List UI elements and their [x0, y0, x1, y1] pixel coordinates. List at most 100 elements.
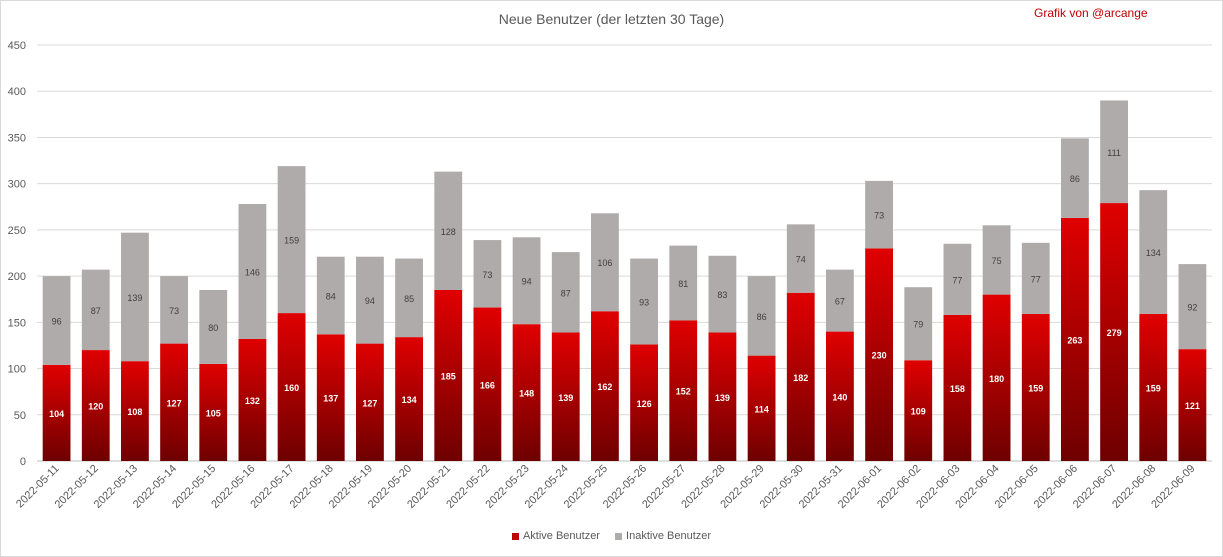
legend-label-active: Aktive Benutzer: [522, 530, 600, 542]
y-tick-label: 50: [14, 410, 26, 422]
bar-inactive: [121, 232, 149, 362]
data-label-active: 279: [1107, 328, 1122, 338]
bar-active: [1139, 314, 1168, 461]
bar-inactive: [1061, 138, 1089, 218]
data-label-inactive: 86: [757, 312, 767, 322]
data-label-inactive: 77: [1031, 274, 1041, 284]
data-label-active: 159: [1146, 384, 1161, 394]
data-label-inactive: 75: [992, 256, 1002, 266]
bar-inactive: [943, 243, 972, 315]
data-label-inactive: 73: [169, 306, 179, 316]
bar-active: [238, 338, 267, 461]
legend-item-inactive: Inaktive Benutzer: [615, 530, 711, 542]
bar-inactive: [512, 237, 541, 325]
data-label-inactive: 134: [1146, 248, 1161, 258]
data-label-active: 108: [127, 407, 142, 417]
y-tick-label: 250: [8, 225, 26, 237]
data-label-active: 166: [480, 380, 495, 390]
data-label-active: 104: [49, 409, 64, 419]
data-label-inactive: 80: [208, 323, 218, 333]
data-label-active: 114: [754, 404, 769, 414]
bar-inactive: [669, 245, 698, 321]
bar-active: [277, 313, 306, 461]
bar-inactive: [395, 258, 423, 338]
bar-active: [943, 314, 972, 461]
data-label-active: 152: [676, 387, 691, 397]
data-label-active: 263: [1067, 335, 1082, 345]
data-label-inactive: 77: [952, 275, 962, 285]
data-label-active: 158: [950, 384, 965, 394]
bar-inactive: [434, 171, 463, 290]
y-tick-label: 400: [8, 86, 26, 98]
data-label-inactive: 73: [874, 211, 884, 221]
bar-active: [1021, 314, 1050, 461]
bar-inactive: [982, 225, 1011, 295]
data-label-inactive: 128: [441, 227, 456, 237]
data-label-inactive: 159: [284, 236, 299, 246]
data-label-inactive: 106: [597, 258, 612, 268]
data-label-active: 120: [88, 402, 103, 412]
bar-active: [434, 289, 463, 461]
bar-active: [316, 334, 345, 461]
data-label-inactive: 94: [365, 296, 375, 306]
bar-active: [747, 355, 776, 461]
data-label-inactive: 73: [482, 270, 492, 280]
y-tick-label: 150: [8, 317, 26, 329]
bar-active: [826, 331, 854, 461]
y-tick-label: 350: [8, 132, 26, 144]
data-label-inactive: 87: [561, 288, 571, 298]
data-label-active: 137: [323, 394, 338, 404]
legend-label-inactive: Inaktive Benutzer: [626, 530, 712, 542]
x-axis: 2022-05-112022-05-122022-05-132022-05-14…: [14, 463, 1198, 511]
data-label-inactive: 74: [796, 255, 806, 265]
bar-inactive: [904, 287, 933, 361]
bar-inactive: [1100, 100, 1128, 204]
bar-inactive: [708, 255, 737, 333]
bar-inactive: [551, 252, 580, 333]
chart-title: Neue Benutzer (der letzten 30 Tage): [498, 11, 725, 27]
data-label-active: 160: [284, 383, 299, 393]
gridlines: [37, 44, 1212, 462]
bar-active: [591, 311, 619, 461]
bar-inactive: [199, 289, 228, 364]
bar-inactive: [277, 166, 306, 314]
bar-active: [121, 361, 149, 461]
bar-active: [160, 343, 188, 461]
data-label-inactive: 67: [835, 297, 845, 307]
legend-swatch-active: [511, 532, 519, 540]
bar-active: [630, 344, 658, 461]
bar-active: [1178, 349, 1207, 461]
data-label-active: 230: [872, 351, 887, 361]
bar-inactive: [238, 204, 267, 339]
y-axis: 0 50 100 150 200 250 300 350 400 450: [8, 40, 26, 468]
data-label-active: 121: [1185, 401, 1200, 411]
y-tick-label: 200: [8, 271, 26, 283]
data-label-inactive: 87: [91, 306, 101, 316]
bar-inactive: [1139, 190, 1168, 315]
bar-inactive: [473, 240, 502, 308]
data-label-active: 127: [362, 398, 377, 408]
bar-inactive: [826, 269, 854, 332]
data-label-inactive: 146: [245, 267, 260, 277]
chart-credit: Grafik von @arcange: [1034, 6, 1148, 20]
bar-active: [1061, 217, 1089, 461]
bar-inactive: [81, 269, 110, 351]
data-label-active: 126: [637, 399, 652, 409]
y-tick-label: 300: [8, 179, 26, 191]
data-label-active: 127: [167, 398, 182, 408]
bar-active: [1100, 203, 1128, 461]
data-label-active: 148: [519, 389, 534, 399]
data-label-active: 139: [558, 393, 573, 403]
data-label-active: 185: [441, 371, 456, 381]
data-label-active: 182: [793, 373, 808, 383]
data-label-active: 139: [715, 393, 730, 403]
legend-item-active: Aktive Benutzer: [511, 530, 600, 542]
data-label-active: 159: [1028, 384, 1043, 394]
data-label-active: 109: [911, 407, 926, 417]
data-label-inactive: 92: [1187, 303, 1197, 313]
bar-active: [356, 343, 384, 461]
y-tick-label: 450: [8, 40, 26, 52]
data-label-inactive: 86: [1070, 174, 1080, 184]
bar-active: [551, 332, 580, 461]
